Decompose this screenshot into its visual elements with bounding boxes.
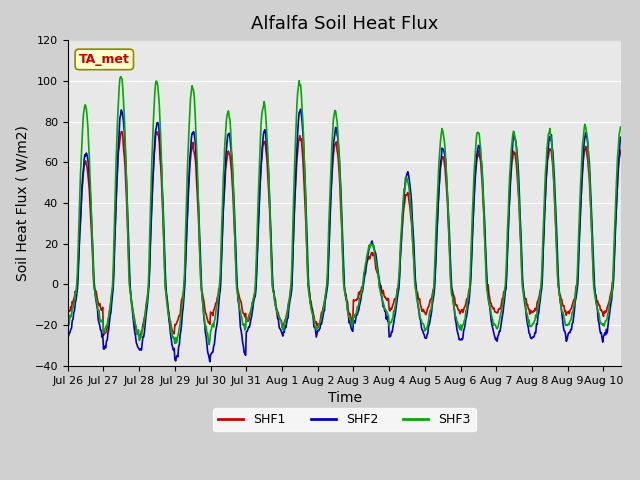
SHF1 — [66, 308, 74, 314]
SHF2 — [297, 106, 305, 112]
Bar — [68, 20, 621, 40]
Line: SHF2: SHF2 — [68, 109, 621, 362]
SHF3 — [66, 312, 74, 318]
Line: SHF3: SHF3 — [68, 77, 621, 345]
SHF2 — [617, 134, 625, 140]
SHF1 — [322, 290, 330, 296]
SHF1 — [143, 298, 150, 304]
Text: TA_met: TA_met — [79, 53, 130, 66]
SHF3 — [617, 124, 625, 130]
SHF2 — [462, 316, 470, 322]
SHF3 — [462, 309, 470, 314]
Y-axis label: Soil Heat Flux ( W/m2): Soil Heat Flux ( W/m2) — [15, 125, 29, 281]
SHF2 — [66, 329, 74, 335]
SHF2 — [301, 178, 309, 184]
SHF3 — [142, 303, 150, 309]
SHF2 — [141, 322, 149, 328]
Line: SHF1: SHF1 — [68, 132, 621, 336]
SHF1 — [617, 147, 625, 153]
SHF2 — [476, 143, 483, 149]
SHF3 — [64, 317, 72, 323]
SHF2 — [322, 294, 330, 300]
SHF3 — [322, 288, 330, 294]
Legend: SHF1, SHF2, SHF3: SHF1, SHF2, SHF3 — [214, 408, 476, 432]
SHF3 — [116, 74, 124, 80]
SHF2 — [64, 333, 72, 338]
SHF1 — [476, 153, 483, 159]
X-axis label: Time: Time — [328, 391, 362, 405]
SHF3 — [301, 180, 309, 186]
SHF1 — [64, 305, 72, 311]
SHF3 — [476, 131, 483, 136]
Title: Alfalfa Soil Heat Flux: Alfalfa Soil Heat Flux — [251, 15, 438, 33]
SHF1 — [136, 333, 143, 339]
SHF2 — [206, 359, 214, 365]
SHF1 — [301, 204, 309, 209]
SHF1 — [118, 129, 125, 134]
SHF3 — [205, 342, 213, 348]
SHF1 — [462, 301, 470, 307]
